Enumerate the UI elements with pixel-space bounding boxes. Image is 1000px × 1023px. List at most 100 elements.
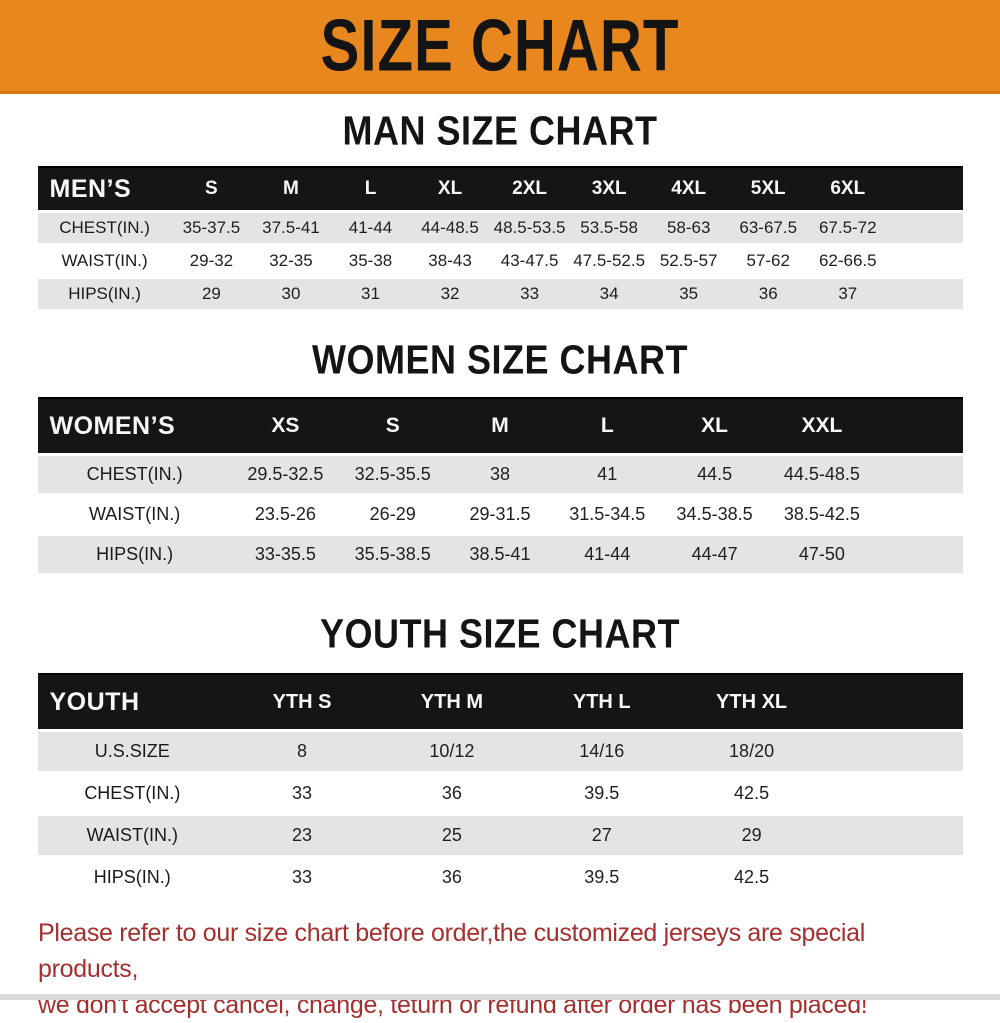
value-cell: 33 [227, 855, 377, 897]
row-label: WAIST(IN.) [37, 813, 228, 857]
value-cell: 38.5-42.5 [768, 493, 876, 535]
table-row: WAIST(IN.) 23 25 27 29 [37, 813, 963, 857]
size-column-header: YTH S [227, 673, 377, 732]
row-label: HIPS(IN.) [37, 276, 172, 309]
value-cell: 47.5-52.5 [569, 243, 649, 278]
value-cell: 67.5-72 [808, 210, 888, 245]
value-cell: 37.5-41 [251, 210, 331, 245]
value-cell: 23.5-26 [231, 493, 340, 535]
row-spacer-cell [875, 493, 963, 535]
size-column-header: L [553, 397, 661, 456]
table-row: CHEST(IN.) 33 36 39.5 42.5 [37, 771, 963, 815]
row-spacer-cell [826, 771, 963, 815]
size-column-header: L [330, 166, 411, 213]
value-cell: 38-43 [410, 243, 490, 278]
value-cell: 44.5 [660, 453, 769, 495]
table-row: WAIST(IN.) 29-32 32-35 35-38 38-43 43-47.5 47.… [37, 243, 963, 278]
value-cell: 35.5-38.5 [339, 533, 447, 573]
value-cell: 32 [410, 276, 490, 309]
value-cell: 31 [330, 276, 411, 309]
value-cell: 33-35.5 [231, 533, 340, 573]
table-row: HIPS(IN.) 33-35.5 35.5-38.5 38.5-41 41-44 44-… [37, 533, 963, 573]
value-cell: 32-35 [251, 243, 331, 278]
corner-label: YOUTH [37, 673, 228, 732]
value-cell: 35-38 [330, 243, 411, 278]
value-cell: 36 [376, 771, 527, 815]
value-cell: 44-47 [660, 533, 769, 573]
banner-title: SIZE CHART [320, 4, 680, 87]
row-spacer-cell [826, 855, 963, 897]
value-cell: 42.5 [676, 771, 827, 815]
value-cell: 23 [227, 813, 377, 857]
row-spacer-cell [826, 813, 963, 857]
footer-note: Please refer to our size chart before or… [38, 915, 968, 1023]
value-cell: 36 [728, 276, 808, 309]
corner-label: WOMEN’S [37, 397, 232, 456]
size-column-header: YTH M [376, 673, 527, 732]
row-spacer-cell [826, 729, 963, 773]
value-cell: 31.5-34.5 [553, 493, 661, 535]
value-cell: 41-44 [330, 210, 411, 245]
value-cell: 38 [446, 453, 554, 495]
value-cell: 39.5 [526, 855, 677, 897]
size-column-header: YTH XL [676, 673, 827, 732]
size-column-header: 4XL [648, 166, 729, 213]
corner-label: MEN’S [37, 166, 172, 213]
size-chart-banner: SIZE CHART [0, 0, 1000, 94]
women-size-chart-title: WOMEN SIZE CHART [312, 336, 688, 383]
value-cell: 41-44 [553, 533, 661, 573]
value-cell: 29 [171, 276, 252, 309]
size-column-header: XL [660, 397, 769, 456]
value-cell: 44.5-48.5 [768, 453, 876, 495]
value-cell: 18/20 [676, 729, 827, 773]
value-cell: 34 [569, 276, 649, 309]
size-column-header: S [339, 397, 447, 456]
value-cell: 58-63 [648, 210, 729, 245]
row-label: CHEST(IN.) [37, 771, 228, 815]
table-row: U.S.SIZE 8 10/12 14/16 18/20 [37, 729, 963, 773]
row-label: HIPS(IN.) [37, 533, 232, 573]
row-spacer-cell [875, 453, 963, 495]
value-cell: 29-32 [171, 243, 252, 278]
header-spacer-cell [826, 673, 963, 732]
value-cell: 48.5-53.5 [489, 210, 570, 245]
women-header-row: WOMEN’S XS S M L XL XXL [37, 397, 963, 456]
size-column-header: S [171, 166, 252, 213]
men-header-row: MEN’S S M L XL 2XL 3XL 4XL 5XL 6XL [37, 166, 963, 213]
value-cell: 41 [553, 453, 661, 495]
value-cell: 35-37.5 [171, 210, 252, 245]
value-cell: 38.5-41 [446, 533, 554, 573]
value-cell: 27 [526, 813, 677, 857]
size-column-header: M [251, 166, 331, 213]
value-cell: 10/12 [376, 729, 527, 773]
youth-size-table: YOUTH YTH S YTH M YTH L YTH XL U.S.SIZE 8 10/1… [37, 673, 963, 897]
value-cell: 47-50 [768, 533, 876, 573]
size-column-header: 6XL [808, 166, 888, 213]
value-cell: 63-67.5 [728, 210, 808, 245]
size-column-header: XXL [768, 397, 876, 456]
value-cell: 30 [251, 276, 331, 309]
value-cell: 43-47.5 [489, 243, 570, 278]
size-column-header: XL [410, 166, 490, 213]
value-cell: 25 [376, 813, 527, 857]
row-label: HIPS(IN.) [37, 855, 228, 897]
value-cell: 26-29 [339, 493, 447, 535]
youth-size-chart-title: YOUTH SIZE CHART [319, 610, 680, 657]
row-spacer-cell [887, 210, 963, 245]
row-label: WAIST(IN.) [37, 493, 232, 535]
value-cell: 34.5-38.5 [660, 493, 769, 535]
size-column-header: 2XL [489, 166, 570, 213]
value-cell: 36 [376, 855, 527, 897]
table-row: HIPS(IN.) 29 30 31 32 33 34 35 36 37 [37, 276, 963, 309]
value-cell: 29 [676, 813, 827, 857]
row-label: CHEST(IN.) [37, 453, 232, 495]
row-label: CHEST(IN.) [37, 210, 172, 245]
value-cell: 37 [808, 276, 888, 309]
value-cell: 14/16 [526, 729, 677, 773]
row-label: U.S.SIZE [37, 729, 228, 773]
bottom-strip [0, 994, 1000, 1000]
value-cell: 44-48.5 [410, 210, 490, 245]
row-spacer-cell [887, 276, 963, 309]
value-cell: 33 [489, 276, 570, 309]
